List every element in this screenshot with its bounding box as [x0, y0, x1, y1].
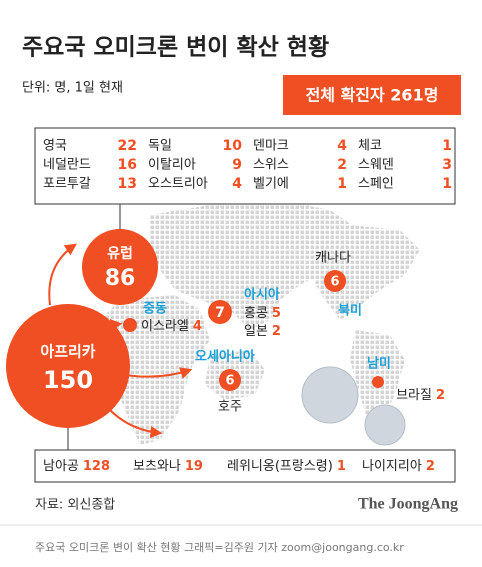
item-value: 4	[193, 319, 202, 334]
marker	[123, 318, 137, 332]
marker	[324, 270, 346, 292]
world-map	[100, 200, 420, 445]
title: 주요국 오미크론 변이 확산 현황	[22, 35, 329, 61]
country-value: 4	[337, 138, 347, 154]
item: 나이지리아 2	[362, 459, 435, 474]
item-value: 19	[185, 459, 203, 474]
region-label: 아프리카	[40, 343, 95, 361]
africa-list	[34, 449, 456, 483]
country-name: 덴마크	[253, 139, 289, 154]
item: 홍콩 5	[244, 306, 281, 321]
item: 레위니옹(프랑스령) 1	[227, 459, 346, 474]
item-value: 128	[83, 459, 110, 474]
item-value: 2	[436, 388, 445, 403]
europe-table	[34, 127, 456, 205]
item: 일본 2	[244, 324, 281, 339]
item-value: 1	[337, 459, 346, 474]
brand: The JoongAng	[358, 496, 458, 513]
country-value: 9	[232, 157, 242, 173]
item-name: 캐나다	[315, 251, 351, 266]
country-value: 13	[118, 176, 137, 192]
item-value: 5	[272, 306, 281, 321]
africa-bubble	[6, 304, 130, 428]
country-value: 1	[337, 176, 347, 192]
country-name: 스위스	[253, 158, 289, 173]
country-value: 16	[118, 157, 137, 173]
europe-bubble	[82, 229, 158, 305]
region-label: 북미	[338, 303, 362, 319]
region-value: 7	[215, 305, 225, 321]
item-name: 보츠와나	[133, 459, 181, 474]
country-name: 체코	[358, 139, 382, 154]
country-name: 이탈리아	[148, 158, 196, 173]
country-name: 독일	[148, 139, 172, 154]
item: 남아공 128	[43, 459, 110, 474]
item-name: 남아공	[43, 459, 79, 474]
item-name: 홍콩	[244, 306, 268, 321]
total-box	[283, 75, 461, 115]
region-label: 남미	[367, 356, 391, 372]
country-value: 1	[442, 176, 452, 192]
arrows	[48, 204, 193, 450]
item-name: 레위니옹(프랑스령)	[227, 459, 333, 474]
country-value: 2	[337, 157, 347, 173]
country-name: 오스트리아	[148, 177, 208, 192]
item-name: 이스라엘	[141, 319, 189, 334]
item-name: 나이지리아	[362, 459, 422, 474]
country-value: 4	[232, 176, 242, 192]
item-name: 브라질	[396, 388, 432, 403]
item-value: 2	[426, 459, 435, 474]
region-label: 아시아	[244, 287, 280, 303]
virus-illustration	[301, 366, 406, 446]
item-value: 2	[272, 324, 281, 339]
region-label: 오세아니아	[195, 349, 255, 365]
marker	[208, 300, 232, 324]
source: 자료: 외신종합	[35, 498, 115, 513]
region-label: 중동	[143, 302, 167, 317]
country-name: 네덜란드	[43, 158, 91, 173]
country-value: 1	[442, 138, 452, 154]
country-value: 3	[442, 157, 452, 173]
total: 전체 확진자 261명	[306, 86, 439, 105]
item: 브라질 2	[396, 388, 445, 403]
country-name: 스웨덴	[358, 158, 394, 173]
region-value: 6	[225, 374, 234, 389]
country-name: 벨기에	[253, 177, 289, 192]
country-name: 스페인	[358, 177, 394, 192]
item: 이스라엘 4	[141, 319, 202, 334]
credit: 주요국 오미크론 변이 확산 현황 그래픽=김주원 기자 zoom@joonga…	[35, 541, 404, 554]
country-name: 영국	[43, 139, 67, 154]
unit: 단위: 명, 1일 현재	[22, 81, 123, 96]
region-value: 150	[43, 366, 93, 394]
region-label: 유럽	[107, 246, 133, 262]
marker	[219, 369, 241, 391]
marker	[372, 376, 384, 388]
item-name: 일본	[244, 324, 268, 339]
country-name: 포르투갈	[43, 177, 91, 192]
country-value: 10	[223, 138, 243, 154]
region-value: 6	[330, 275, 339, 290]
item: 보츠와나 19	[133, 459, 203, 474]
country-value: 22	[118, 138, 137, 154]
item-name: 호주	[218, 400, 242, 415]
region-value: 86	[105, 266, 136, 291]
